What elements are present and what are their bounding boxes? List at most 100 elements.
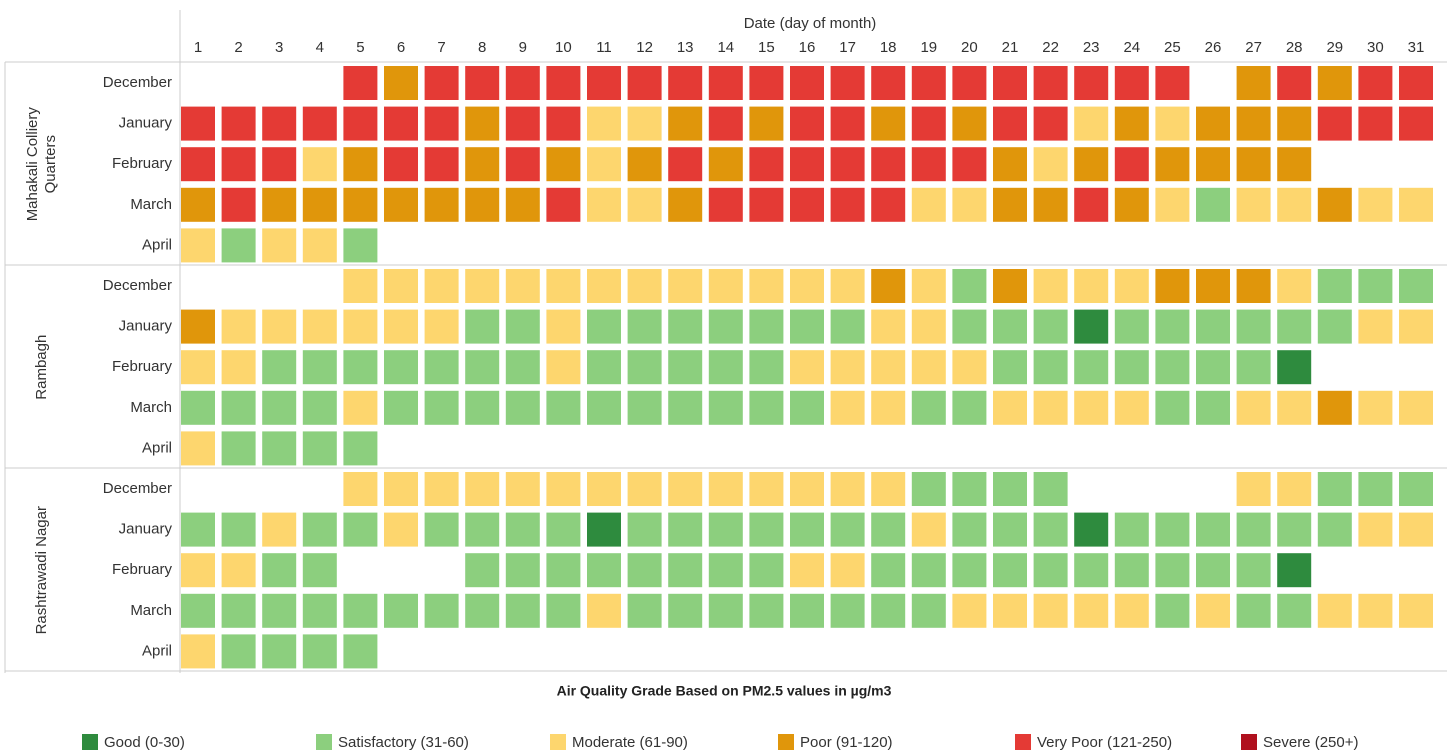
legend-swatch — [778, 734, 794, 750]
cell — [871, 472, 906, 506]
cell — [1277, 66, 1312, 100]
cell — [505, 553, 540, 588]
cell — [221, 309, 256, 344]
cell — [708, 269, 743, 303]
cell — [1074, 147, 1109, 182]
cell — [343, 350, 378, 385]
cell — [749, 269, 784, 303]
cell — [1074, 309, 1109, 344]
cell — [830, 309, 865, 344]
cell — [343, 187, 378, 222]
cell — [871, 106, 906, 141]
cell — [505, 512, 540, 547]
cell — [181, 431, 215, 466]
cell — [384, 593, 418, 628]
cell — [1358, 309, 1393, 344]
cell — [1236, 472, 1271, 506]
cell — [465, 309, 500, 344]
cell — [1033, 472, 1068, 506]
cell — [465, 390, 500, 425]
cell — [830, 187, 865, 222]
cell — [1317, 512, 1352, 547]
cell — [1358, 593, 1393, 628]
legend-swatch — [82, 734, 98, 750]
cell — [221, 228, 256, 263]
cell — [1033, 187, 1068, 222]
cell — [627, 553, 662, 588]
cell — [587, 472, 621, 506]
cell — [830, 472, 865, 506]
x-axis-label: Date (day of month) — [744, 15, 877, 32]
cell — [952, 512, 987, 547]
cell — [1155, 66, 1190, 100]
cell — [790, 187, 824, 222]
cell — [1399, 390, 1433, 425]
cell — [546, 512, 581, 547]
cell — [465, 269, 500, 303]
cell — [871, 309, 906, 344]
x-tick-label: 2 — [234, 39, 242, 56]
cell — [343, 390, 378, 425]
cell — [1074, 187, 1109, 222]
cell — [424, 309, 459, 344]
cell — [1155, 512, 1190, 547]
row-label: March — [130, 602, 172, 619]
cell — [1196, 553, 1230, 588]
cell — [749, 472, 784, 506]
cell — [546, 593, 581, 628]
cell — [1358, 390, 1393, 425]
cell — [1196, 106, 1230, 141]
cell — [708, 553, 743, 588]
cell — [424, 593, 459, 628]
cell — [1236, 512, 1271, 547]
cell — [424, 512, 459, 547]
cell — [749, 512, 784, 547]
cell — [302, 390, 337, 425]
cell — [708, 66, 743, 100]
cell — [587, 106, 621, 141]
cell — [465, 553, 500, 588]
cell — [1317, 309, 1352, 344]
cell — [384, 309, 418, 344]
cell — [1114, 390, 1149, 425]
cell — [181, 106, 215, 141]
cell — [1155, 269, 1190, 303]
cell — [262, 634, 297, 669]
cell — [911, 390, 946, 425]
cell — [1236, 147, 1271, 182]
cell — [262, 187, 297, 222]
cell — [952, 187, 987, 222]
cell — [384, 390, 418, 425]
cell — [424, 187, 459, 222]
cell — [952, 593, 987, 628]
cell — [749, 187, 784, 222]
cell — [465, 472, 500, 506]
cell — [1196, 350, 1230, 385]
row-label: December — [103, 480, 172, 497]
cell — [1236, 66, 1271, 100]
cell — [384, 106, 418, 141]
cell — [546, 309, 581, 344]
cell — [1074, 512, 1109, 547]
cell — [749, 593, 784, 628]
cell — [1074, 66, 1109, 100]
cell — [302, 228, 337, 263]
cell — [1033, 106, 1068, 141]
cell — [384, 147, 418, 182]
cell — [627, 390, 662, 425]
cell — [790, 309, 824, 344]
cell — [1358, 472, 1393, 506]
cell — [1277, 553, 1312, 588]
cell — [1074, 390, 1109, 425]
cell — [181, 228, 215, 263]
cell — [262, 309, 297, 344]
cell — [1277, 187, 1312, 222]
row-label: April — [142, 236, 172, 253]
row-label: March — [130, 196, 172, 213]
cell — [505, 472, 540, 506]
cell — [993, 309, 1027, 344]
cell — [343, 472, 378, 506]
cell — [708, 472, 743, 506]
cell — [993, 147, 1027, 182]
cell — [181, 309, 215, 344]
